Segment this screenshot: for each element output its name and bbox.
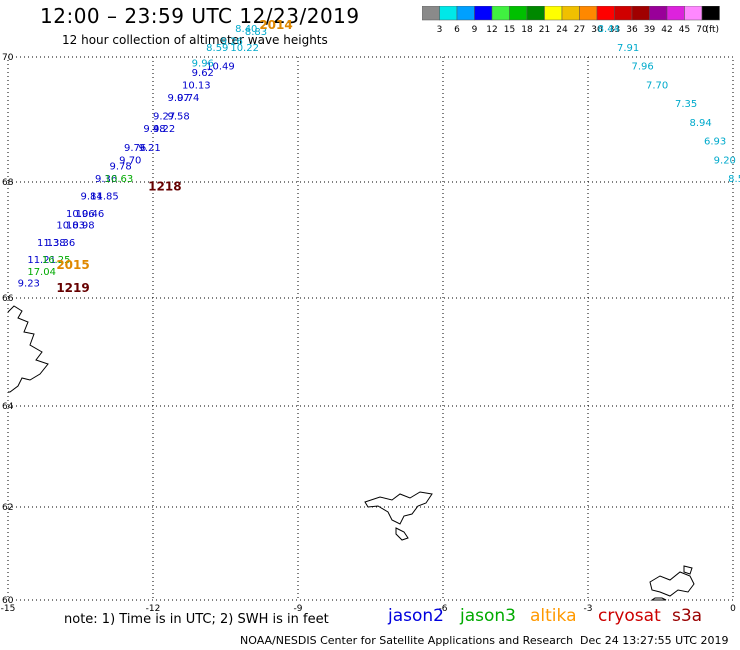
swh-label-jason2: 9.78 (110, 162, 132, 173)
credit-line: NOAA/NESDIS Center for Satellite Applica… (240, 634, 574, 647)
swh-label-jason2: 9.74 (177, 93, 199, 104)
pass-time-label: 1219 (56, 281, 89, 295)
swh-label-altika: 7.35 (675, 99, 697, 110)
map-subtitle: 12 hour collection of altimeter wave hei… (62, 33, 328, 47)
latitude-tick-label: 68 (2, 178, 14, 188)
colorbar-tick-label: 33 (609, 25, 620, 35)
swh-label-jason3: 17.04 (27, 267, 56, 278)
longitude-tick-label: -12 (146, 604, 161, 614)
longitude-tick-label: 0 (730, 604, 736, 614)
latitude-tick-label: 66 (2, 294, 14, 304)
pass-time-label: 2014 (259, 18, 292, 32)
colorbar-swatch (701, 6, 720, 21)
longitude-tick-label: -3 (584, 604, 593, 614)
swh-label-altika: 7.96 (632, 62, 654, 73)
latitude-tick-label: 62 (2, 503, 13, 513)
latitude-tick-label: 70 (2, 53, 14, 63)
swh-label-altika: 8.5 (728, 174, 740, 185)
colorbar-tick-label: 18 (521, 25, 533, 35)
colorbar-tick-label: 30 (591, 25, 603, 35)
colorbar-tick-label: 39 (644, 25, 656, 35)
swh-label-altika: 9.20 (714, 155, 736, 166)
swh-label-altika: 9.96 (192, 58, 214, 69)
swh-label-jason2: 10.83 (56, 220, 85, 231)
swh-label-altika: 10.22 (230, 43, 259, 54)
swh-label-jason2: 9.21 (139, 143, 161, 154)
coastline (395, 527, 409, 541)
colorbar-unit: (ft) (706, 25, 720, 35)
colorbar-tick-label: 42 (661, 25, 672, 35)
legend-s3a: s3a (672, 606, 703, 626)
legend-jason2: jason2 (388, 606, 444, 626)
swh-label-altika: 8.44 (598, 24, 620, 35)
coastline (649, 571, 695, 597)
swh-label-jason2: 9.22 (153, 124, 175, 135)
coastline (7, 305, 49, 393)
pass-time-label: 2015 (56, 258, 89, 272)
latitude-tick-label: 64 (2, 402, 14, 412)
colorbar-tick-label: 3 (437, 25, 443, 35)
colorbar-tick-label: 6 (454, 25, 460, 35)
coastline (683, 565, 693, 575)
swh-label-jason3: 10.63 (105, 174, 134, 185)
map-title: 12:00 – 23:59 UTC 12/23/2019 (40, 4, 360, 28)
swh-label-jason2: 11.21 (27, 255, 56, 266)
coastline (364, 491, 433, 525)
colorbar-tick-label: 70 (696, 25, 708, 35)
swh-label-altika: 6.93 (704, 137, 726, 148)
colorbar-tick-label: 21 (539, 25, 550, 35)
swh-label-jason2: 10.98 (66, 220, 95, 231)
map-grid (7, 56, 734, 601)
swh-label-altika: 8.83 (245, 27, 267, 38)
footnote: note: 1) Time is in UTC; 2) SWH is in fe… (64, 612, 329, 627)
legend-jason3: jason3 (460, 606, 516, 626)
swh-label-jason2: 9.76 (124, 143, 146, 154)
longitude-tick-label: -9 (294, 604, 303, 614)
swh-label-jason2: 9.62 (192, 68, 214, 79)
swh-label-jason2: 9.84 (81, 191, 103, 202)
swh-label-jason2: 13.36 (47, 238, 76, 249)
swh-label-jason2: 11.38 (37, 238, 66, 249)
swh-label-jason2: 10.46 (76, 209, 105, 220)
swh-label-jason2: 10.96 (66, 209, 95, 220)
colorbar-tick-label: 15 (504, 25, 515, 35)
swh-label-jason2: 11.85 (90, 191, 119, 202)
swh-label-jason2: 9.58 (168, 112, 190, 123)
swh-label-jason2: 9.36 (95, 174, 117, 185)
swh-label-altika: 8.40 (235, 24, 257, 35)
latitude-tick-label: 60 (2, 596, 14, 606)
swh-label-jason3: 16.25 (42, 255, 71, 266)
swh-label-jason2: 9.23 (18, 278, 40, 289)
coastline (650, 597, 667, 601)
wave-height-colorbar: 3 6 9 12 15 18 21 24 27 30 33 36 39 42 45 70(ft) (422, 6, 720, 35)
swh-label-altika: 8.94 (690, 118, 712, 129)
colorbar-tick-label: 36 (626, 25, 638, 35)
swh-label-altika: 8.59 (206, 43, 228, 54)
swh-label-jason2: 9.70 (119, 155, 141, 166)
swh-label-jason2: 9.07 (168, 93, 190, 104)
longitude-tick-label: -15 (1, 604, 16, 614)
swh-label-altika: 7.91 (617, 43, 639, 54)
pass-time-label: 1218 (148, 180, 181, 194)
map-frame (7, 56, 734, 601)
colorbar-tick-label: 27 (574, 25, 585, 35)
swh-label-jason2: 10.13 (182, 80, 211, 91)
colorbar-tick-label: 24 (556, 25, 568, 35)
swh-label-altika: 9.26 (221, 37, 243, 48)
generation-timestamp: Dec 24 13:27:55 UTC 2019 (580, 634, 729, 647)
colorbar-tick-label: 45 (679, 25, 690, 35)
swh-label-altika: 7.70 (646, 80, 668, 91)
longitude-tick-label: -6 (439, 604, 448, 614)
legend-cryosat: cryosat (598, 606, 661, 626)
swh-label-jason2: 9.48 (143, 124, 165, 135)
colorbar-tick-label: 12 (486, 25, 497, 35)
colorbar-tick-label: 9 (472, 25, 478, 35)
swh-label-jason2: 9.27 (153, 112, 175, 123)
axis-tick-labels: -15 -12 -9 -6 -3 0 70 68 66 64 62 60 (1, 53, 736, 614)
swh-label-jason2: 10.49 (206, 62, 235, 73)
legend-altika: altika (530, 606, 577, 626)
coastlines (7, 305, 695, 601)
